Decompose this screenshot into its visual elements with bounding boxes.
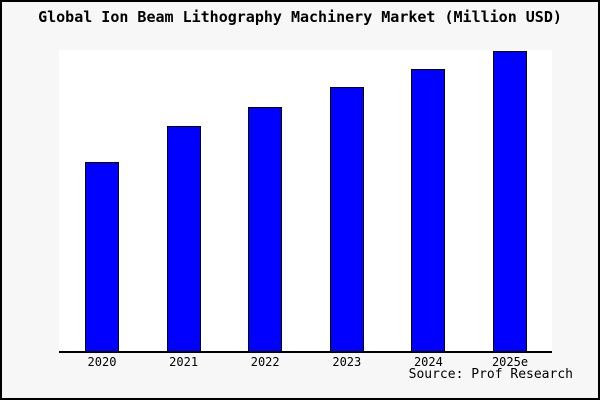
bar-2025e xyxy=(493,51,527,351)
x-tick-label-2024: 2024 xyxy=(413,355,443,369)
bar-2024 xyxy=(411,69,446,351)
plot-area xyxy=(59,50,552,353)
x-tick-label-2025e: 2025e xyxy=(491,355,529,369)
x-tick-label-2020: 2020 xyxy=(87,355,117,369)
bar-2023 xyxy=(329,87,364,351)
source-credit: Source: Prof Research xyxy=(408,367,573,382)
bar-2022 xyxy=(248,107,283,351)
bar-2020 xyxy=(85,162,119,351)
x-tick-label-2022: 2022 xyxy=(250,355,280,369)
x-tick-label-2021: 2021 xyxy=(169,355,199,369)
chart-title: Global Ion Beam Lithography Machinery Ma… xyxy=(38,8,562,26)
bar-2021 xyxy=(166,126,201,351)
x-tick-label-2023: 2023 xyxy=(332,355,362,369)
